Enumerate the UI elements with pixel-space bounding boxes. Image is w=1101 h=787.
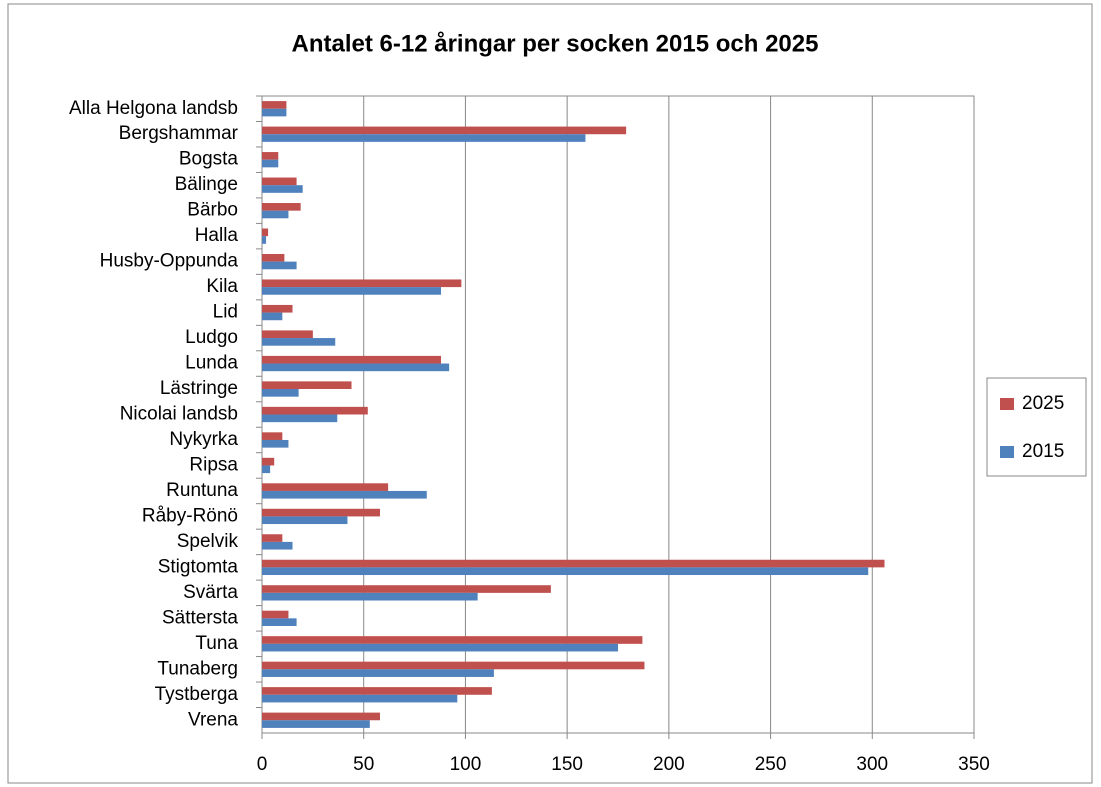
bar [262, 338, 336, 346]
y-tick-label: Tuna [195, 633, 238, 654]
legend-swatch [1000, 446, 1014, 458]
bar [262, 534, 283, 542]
y-tick-label: Nicolai landsb [120, 404, 238, 425]
bar [262, 432, 283, 440]
bar [262, 516, 348, 525]
bar [262, 490, 427, 499]
bar [262, 559, 885, 568]
y-tick-label: Husby-Oppunda [100, 251, 239, 272]
y-tick-label: Lid [213, 302, 238, 323]
y-tick-label: Tystberga [155, 684, 239, 705]
legend-swatch [1000, 398, 1014, 410]
y-tick-label: Ludgo [185, 327, 238, 348]
x-tick-label: 0 [257, 754, 268, 775]
bar [262, 457, 275, 466]
bar [262, 687, 492, 695]
y-tick-label: Vrena [188, 709, 238, 730]
bar [262, 585, 551, 593]
bar [262, 203, 301, 211]
chart-title: Antalet 6-12 åringar per socken 2015 och… [292, 30, 819, 57]
legend-label: 2015 [1022, 441, 1064, 462]
bar [262, 108, 287, 117]
legend-box [986, 377, 1087, 477]
bar [262, 134, 586, 142]
x-tick-label: 50 [353, 754, 374, 775]
bar [262, 279, 462, 288]
bar [262, 330, 313, 339]
y-tick-label: Halla [195, 225, 239, 246]
bar [262, 177, 297, 186]
bar [262, 363, 450, 372]
bar [262, 253, 285, 262]
y-tick-label: Bärbo [187, 200, 238, 221]
bar [262, 389, 299, 397]
bar [262, 636, 643, 644]
bar [262, 720, 370, 728]
bar [262, 508, 380, 517]
legend-label: 2025 [1022, 393, 1064, 414]
bar [262, 228, 269, 237]
bar [262, 592, 478, 601]
bar [262, 439, 289, 448]
bar [262, 185, 303, 193]
y-tick-label: Runtuna [166, 480, 238, 501]
bar [262, 661, 645, 670]
bar [262, 152, 279, 160]
y-tick-label: Lästringe [160, 378, 238, 399]
y-tick-label: Svärta [183, 582, 238, 603]
y-tick-label: Ripsa [189, 454, 238, 475]
y-tick-label: Alla Helgona landsb [69, 98, 238, 119]
x-tick-label: 250 [755, 754, 787, 775]
y-tick-label: Stigtomta [158, 556, 239, 577]
bar [262, 610, 289, 619]
y-tick-label: Nykyrka [169, 429, 238, 450]
bar [262, 304, 293, 313]
y-tick-label: Lunda [185, 353, 238, 374]
y-tick-label: Bälinge [175, 174, 238, 195]
bar [262, 414, 338, 423]
y-tick-label: Kila [206, 276, 238, 297]
bar [262, 355, 442, 364]
y-tick-label: Tunaberg [157, 658, 238, 679]
bar [262, 669, 494, 677]
y-tick-label: Bergshammar [119, 123, 239, 144]
y-tick-label: Bogsta [179, 149, 239, 170]
bar [262, 618, 297, 626]
y-tick-label: Spelvik [177, 531, 239, 552]
bar [262, 643, 618, 652]
bar [262, 312, 283, 321]
bar [262, 483, 389, 491]
bar [262, 210, 289, 219]
bar [262, 541, 293, 550]
bar [262, 465, 271, 474]
y-tick-label: Sättersta [162, 607, 238, 628]
bar [262, 287, 442, 295]
bar [262, 406, 368, 415]
x-tick-label: 150 [551, 754, 583, 775]
bar [262, 126, 627, 135]
bar [262, 694, 458, 703]
x-tick-label: 200 [653, 754, 685, 775]
bar [262, 159, 279, 168]
bar [262, 381, 352, 390]
y-tick-label: Råby-Rönö [142, 505, 238, 526]
bar [262, 101, 287, 109]
x-tick-label: 300 [856, 754, 888, 775]
x-tick-label: 350 [958, 754, 990, 775]
bar [262, 712, 380, 721]
bar [262, 236, 267, 244]
bar [262, 567, 869, 576]
bar [262, 261, 297, 270]
x-tick-label: 100 [450, 754, 482, 775]
